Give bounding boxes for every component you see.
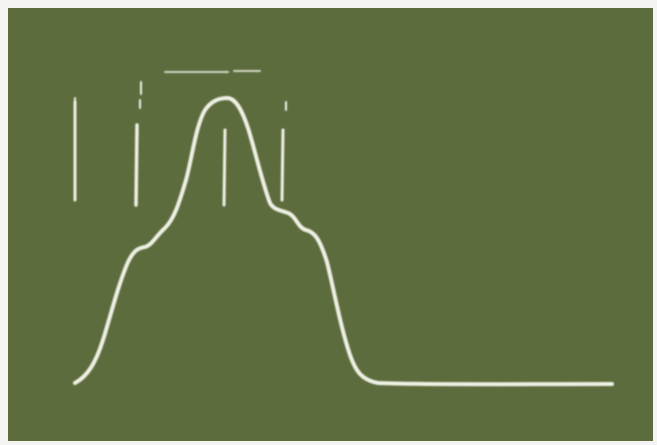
oscilloscope-photo bbox=[0, 0, 657, 445]
screen bbox=[8, 8, 653, 441]
marker-line bbox=[224, 130, 225, 205]
page bbox=[0, 0, 657, 445]
marker-line bbox=[282, 130, 283, 200]
marker-line bbox=[136, 125, 137, 205]
